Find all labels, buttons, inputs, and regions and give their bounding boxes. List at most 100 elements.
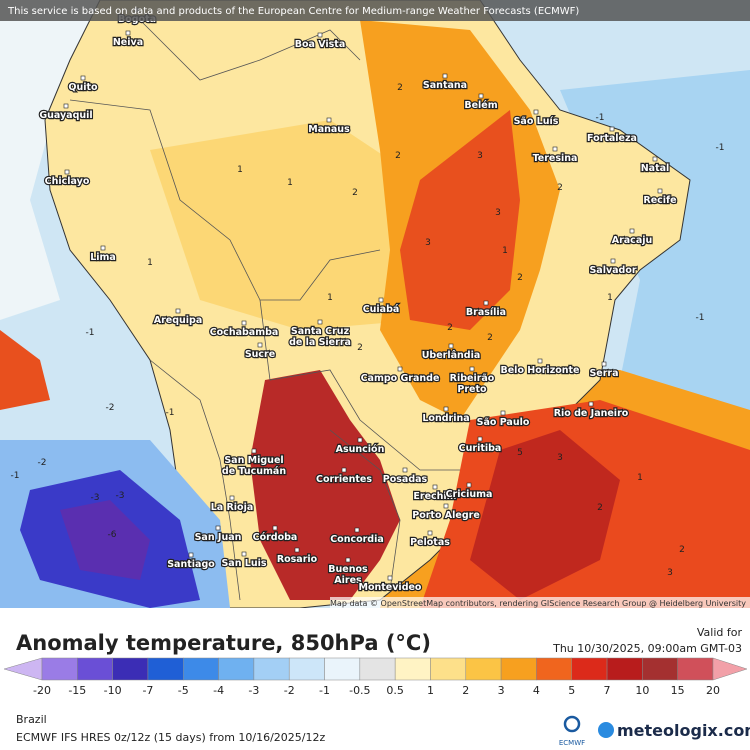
legend-swatch (183, 657, 219, 681)
city-dot (533, 109, 539, 115)
city-label: Brasília (466, 307, 506, 318)
contour-labels: 1 1 2 2 2 3 2 1 -1 -1 1 2 3 2 1 -1 -2 1 3 2 -1 -2 -3 -3 -1 -6 2 3 1 -… (11, 83, 725, 578)
city-dot (601, 361, 607, 367)
city-label: San Miguel (224, 455, 283, 466)
contour-label: -2 (106, 403, 115, 413)
footer: Anomaly temperature, 850hPa (°C) Valid f… (3, 626, 750, 747)
contour-label: -3 (91, 493, 100, 503)
city-dot (657, 188, 663, 194)
field-darkred (470, 430, 620, 600)
city-label: Sucre (245, 349, 275, 360)
border (149, 359, 241, 601)
city-label: Santiago (167, 559, 215, 570)
attribution: Map data © OpenStreetMap contributors, r… (330, 599, 746, 608)
contour-label: 2 (447, 323, 453, 333)
city-labels: BogotaNeivaBoa VistaQuitoGuayaquilSantan… (38, 7, 678, 594)
contour-label: -1 (166, 408, 175, 418)
city-label: Chiclayo (45, 176, 90, 187)
legend-swatch (394, 657, 431, 681)
city-label: Corrientes (316, 474, 372, 485)
contour-label: 3 (477, 151, 483, 161)
contour-label: 1 (502, 246, 508, 256)
legend-swatch (112, 657, 149, 681)
city-dot (215, 525, 221, 531)
valid-time: Thu 10/30/2025, 09:00am GMT-03 (552, 642, 742, 655)
legend-swatch (288, 657, 325, 681)
contour-label: -1 (696, 313, 705, 323)
brand-icon (598, 722, 614, 738)
city-dot (357, 437, 363, 443)
city-label: São Paulo (477, 417, 530, 428)
contour-label: 2 (597, 503, 603, 513)
contour-label: 1 (327, 293, 333, 303)
contour-label: 5 (517, 448, 523, 458)
city-dot (341, 467, 347, 473)
contour-label: -1 (716, 143, 725, 153)
contour-label: 1 (147, 258, 153, 268)
contour-label: 2 (517, 273, 523, 283)
city-label: Montevideo (359, 582, 422, 593)
city-dot (477, 436, 483, 442)
city-label: Manaus (308, 124, 350, 135)
city-label: Uberlândia (422, 350, 481, 361)
city-label: Córdoba (253, 532, 298, 543)
city-label: Posadas (383, 474, 428, 485)
region: Brazil (16, 713, 47, 726)
contour-label: 2 (397, 83, 403, 93)
contour-label: 2 (487, 333, 493, 343)
contour-label: 1 (237, 165, 243, 175)
contour-label: 3 (557, 453, 563, 463)
city-dot (483, 300, 489, 306)
city-label: Lima (90, 252, 116, 263)
city-label: Aires (334, 575, 362, 586)
border (329, 429, 401, 591)
legend-tick-label: -10 (104, 684, 122, 697)
city-dot (100, 245, 106, 251)
legend-swatch (677, 657, 714, 681)
contour-label: 1 (637, 473, 643, 483)
legend-swatch (571, 657, 608, 681)
city-dot (326, 117, 332, 123)
legend-tick-label: 0.5 (386, 684, 404, 697)
city-dot (443, 503, 449, 509)
city-dot (387, 575, 393, 581)
city-label: Concordia (330, 534, 384, 545)
legend-tick-label: 5 (568, 684, 575, 697)
city-label: Quito (68, 82, 98, 93)
title: Anomaly temperature, 850hPa (°C) (16, 631, 431, 655)
city-label: Asunción (336, 444, 385, 455)
city-dot (345, 557, 351, 563)
legend-swatch (77, 657, 113, 681)
legend-tick-label: -4 (213, 684, 224, 697)
city-label: Boa Vista (295, 39, 346, 50)
legend: -20 -15 -10 -7 -5 -4 -3 -2 -1 -0.5 0.5 1 2 3 4 5 7 10 15 20 (3, 657, 748, 697)
city-dot (466, 482, 472, 488)
city-dot (432, 484, 438, 490)
city-dot (80, 75, 86, 81)
city-label: Preto (457, 384, 487, 395)
city-dot (552, 146, 558, 152)
model: ECMWF IFS HRES 0z/12z (15 days) from 10/… (16, 731, 326, 744)
legend-swatch (324, 657, 361, 681)
contour-label: 2 (357, 343, 363, 353)
city-dot (402, 467, 408, 473)
city-label: Serra (589, 368, 618, 379)
city-dot (317, 32, 323, 38)
city-label: Cochabamba (210, 327, 279, 338)
contour-label: 3 (667, 568, 673, 578)
legend-tick-label: -1 (319, 684, 330, 697)
legend-swatch (712, 657, 748, 681)
legend-tick-label: -2 (284, 684, 295, 697)
city-label: Arequipa (154, 315, 203, 326)
city-dot (378, 297, 384, 303)
city-label: Belo Horizonte (501, 365, 580, 376)
contour-label: -1 (596, 113, 605, 123)
city-dot (354, 527, 360, 533)
notice: This service is based on data and produc… (7, 6, 579, 17)
city-dot (629, 228, 635, 234)
city-label: Cuiabá (363, 304, 400, 315)
city-dot (448, 343, 454, 349)
legend-tick-label: 3 (498, 684, 505, 697)
city-dot (478, 93, 484, 99)
city-label: de la Sierra (289, 337, 351, 348)
